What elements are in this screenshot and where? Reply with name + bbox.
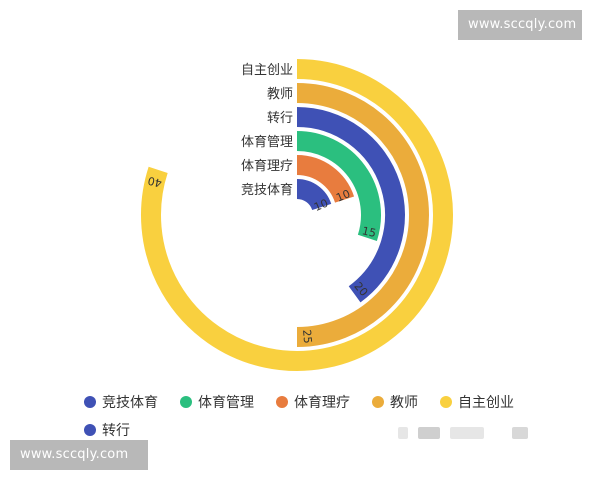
chart-legend: 竞技体育 体育管理 体育理疗 教师 自主创业 转行 — [84, 391, 554, 441]
legend-dot-icon — [84, 396, 96, 408]
legend-item[interactable]: 转行 — [84, 419, 130, 441]
legend-label: 体育理疗 — [294, 395, 350, 411]
value-label: 40 — [147, 174, 164, 190]
legend-label: 教师 — [390, 395, 418, 411]
value-label: 15 — [361, 224, 378, 240]
blurred-text — [512, 427, 528, 439]
category-label: 竞技体育 — [241, 182, 293, 198]
legend-label: 体育管理 — [198, 395, 254, 411]
legend-item[interactable]: 竞技体育 — [84, 391, 158, 413]
legend-item[interactable]: 自主创业 — [440, 391, 514, 413]
legend-dot-icon — [180, 396, 192, 408]
value-label: 10 — [312, 197, 330, 214]
radial-bar[interactable] — [296, 83, 429, 347]
blurred-text — [398, 427, 408, 439]
blurred-text — [418, 427, 440, 439]
legend-dot-icon — [84, 424, 96, 436]
category-label: 自主创业 — [241, 63, 293, 78]
watermark-top: www.sccqly.com — [458, 10, 582, 40]
legend-dot-icon — [372, 396, 384, 408]
category-label: 教师 — [267, 86, 293, 102]
radial-bar[interactable] — [296, 179, 332, 211]
legend-item[interactable]: 教师 — [372, 391, 418, 413]
radial-bar[interactable] — [296, 155, 355, 204]
value-label: 25 — [300, 329, 314, 344]
legend-item[interactable]: 体育理疗 — [276, 391, 350, 413]
category-label: 体育管理 — [241, 134, 293, 150]
radial-bar[interactable] — [296, 107, 405, 303]
watermark-bottom: www.sccqly.com — [10, 440, 148, 470]
legend-item[interactable]: 体育管理 — [180, 391, 254, 413]
legend-dot-icon — [276, 396, 288, 408]
blurred-text — [450, 427, 484, 439]
value-label: 10 — [334, 187, 352, 204]
radial-bar[interactable] — [141, 59, 453, 371]
category-label: 体育理疗 — [241, 158, 293, 174]
legend-dot-icon — [440, 396, 452, 408]
legend-label: 自主创业 — [458, 395, 514, 411]
legend-label: 转行 — [102, 423, 130, 439]
category-label: 转行 — [267, 111, 293, 126]
legend-label: 竞技体育 — [102, 395, 158, 411]
radial-bar[interactable] — [296, 131, 381, 241]
